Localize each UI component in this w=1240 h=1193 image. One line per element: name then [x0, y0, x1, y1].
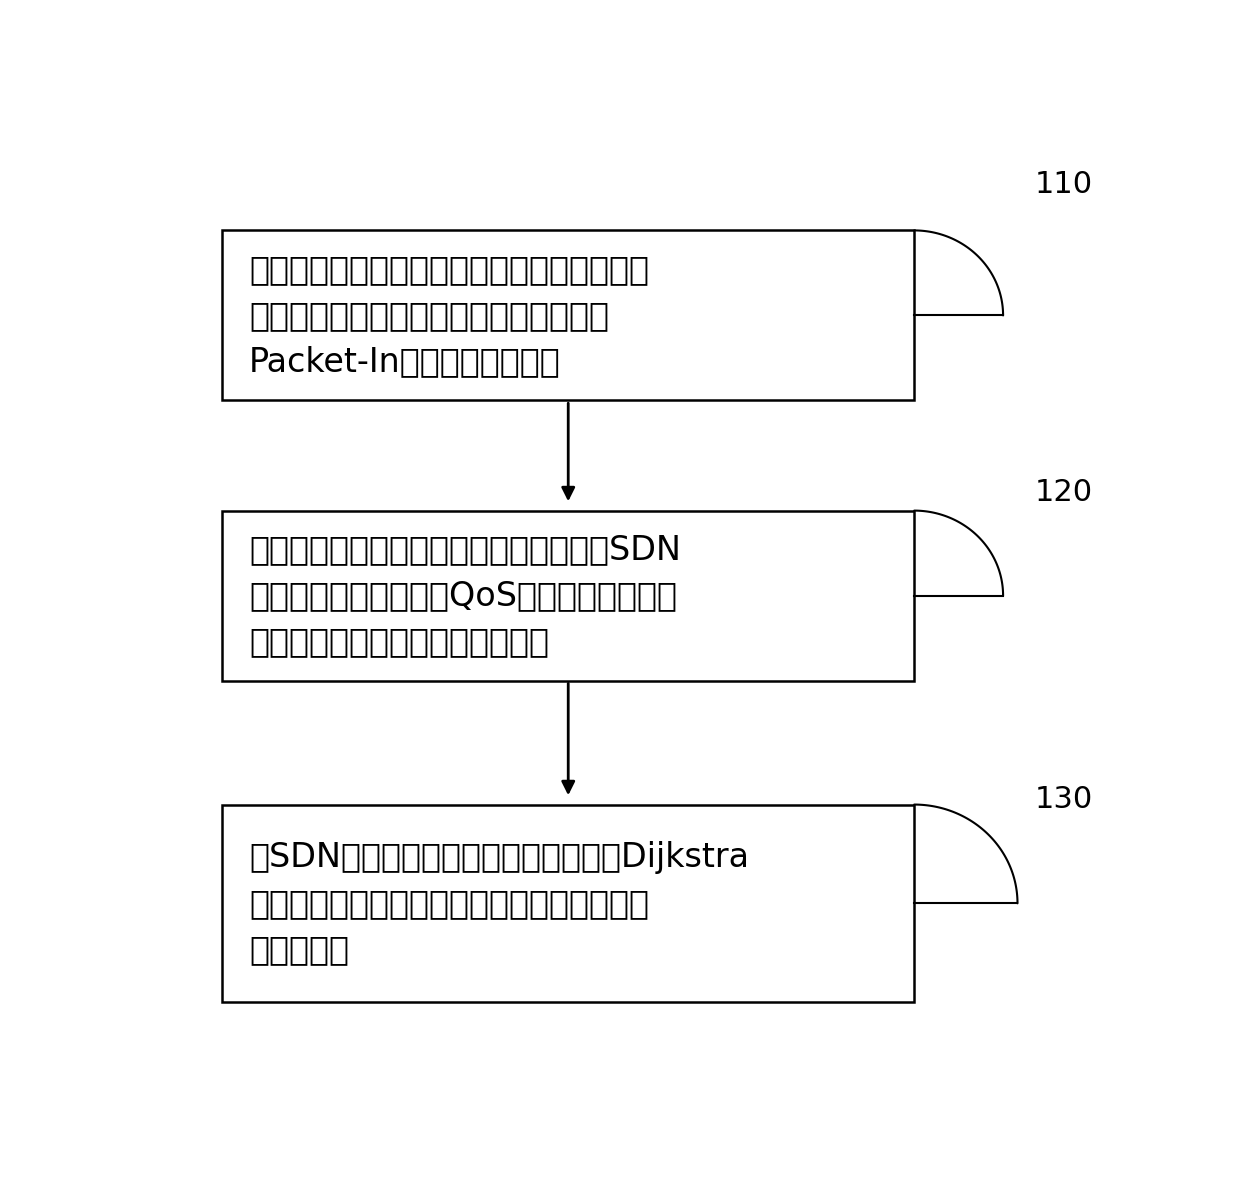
Bar — [222, 511, 914, 680]
Text: 当交换机接收到数据包的包头信息与交换机存
储的流表匹配失败时，控制器接收并解析
Packet-In报文得到报文头域: 当交换机接收到数据包的包头信息与交换机存 储的流表匹配失败时，控制器接收并解析 … — [249, 253, 650, 378]
Bar — [222, 230, 914, 401]
Bar — [222, 804, 914, 1002]
Text: 130: 130 — [1034, 785, 1092, 815]
Text: 110: 110 — [1034, 169, 1092, 199]
Text: 120: 120 — [1034, 477, 1092, 507]
Text: 将SDN网络中所有单向链路的权值输入Dijkstra
算法，得到交换机到目的主机的最佳路径并下
发至交换机: 将SDN网络中所有单向链路的权值输入Dijkstra 算法，得到交换机到目的主机… — [249, 841, 749, 966]
Text: 根据报文头域、预设的权重值表及获取的SDN
网络中每条单向链路的QoS参数集中所有参数
的数值，得到每条单向链路的权值: 根据报文头域、预设的权重值表及获取的SDN 网络中每条单向链路的QoS参数集中所… — [249, 533, 681, 659]
